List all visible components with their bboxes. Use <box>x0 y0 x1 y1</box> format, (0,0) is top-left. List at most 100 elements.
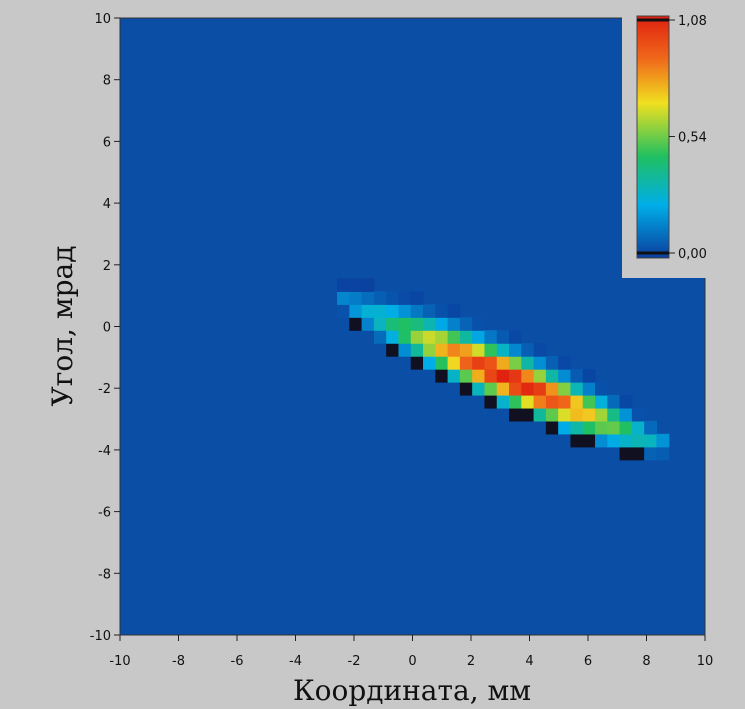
heatmap-cell <box>582 407 596 422</box>
heatmap-cell <box>423 356 436 370</box>
colorbar-tick-label: 1,08 <box>678 14 707 29</box>
heatmap-cell <box>558 382 572 396</box>
y-tick-label: 8 <box>103 74 111 89</box>
heatmap-cell <box>386 317 400 331</box>
x-tick-label: -4 <box>289 654 302 669</box>
y-tick-label: 0 <box>103 321 111 336</box>
heatmap-cell <box>459 356 473 370</box>
heatmap-cell <box>373 330 387 344</box>
x-tick-label: -6 <box>231 654 244 669</box>
heatmap-cell <box>349 278 363 292</box>
heatmap-cell <box>484 369 498 383</box>
x-tick-label: -2 <box>348 654 361 669</box>
heatmap-cell <box>496 343 510 357</box>
heatmap-cell <box>423 317 436 331</box>
heatmap-cell <box>361 317 375 331</box>
heatmap-cell <box>398 317 412 331</box>
heatmap-cell <box>521 407 535 422</box>
heatmap-cell <box>435 369 449 383</box>
heatmap-cell <box>570 420 584 435</box>
heatmap-cell <box>386 330 400 344</box>
heatmap-cell <box>595 382 608 396</box>
heatmap-cell <box>607 407 621 422</box>
x-tick-label: 0 <box>408 654 416 669</box>
heatmap-cell <box>472 330 486 344</box>
heatmap-cell <box>496 369 510 383</box>
y-tick-label: 6 <box>103 135 111 150</box>
heatmap-cell <box>373 317 387 331</box>
heatmap-cell <box>545 407 559 422</box>
heatmap-cell <box>595 420 608 435</box>
heatmap-cell <box>447 330 461 344</box>
heatmap-cell <box>361 278 375 292</box>
heatmap-cell <box>349 291 363 305</box>
heatmap-cell <box>582 394 596 409</box>
heatmap-cell <box>459 382 473 396</box>
heatmap-cell <box>496 330 510 344</box>
heatmap-cell <box>410 343 424 357</box>
heatmap-cell <box>644 433 658 448</box>
heatmap-cell <box>644 420 658 435</box>
heatmap-cell <box>447 343 461 357</box>
heatmap-cell <box>521 382 535 396</box>
heatmap-cell <box>558 394 572 409</box>
heatmap-cell <box>447 317 461 331</box>
heatmap-cell <box>631 433 645 448</box>
heatmap-cell <box>545 382 559 396</box>
heatmap-cell <box>472 317 486 331</box>
heatmap-cell <box>595 433 608 448</box>
heatmap-cell <box>337 291 350 305</box>
heatmap-cell <box>435 356 449 370</box>
y-axis-ticks: 10 8 6 4 2 0 -2 -4 -6 -8 -10 <box>90 12 120 644</box>
heatmap-cell <box>509 343 522 357</box>
y-tick-label: -2 <box>98 382 111 397</box>
heatmap-cell <box>349 317 363 331</box>
x-axis-title: Координата, мм <box>293 674 531 707</box>
x-tick-label: 8 <box>642 654 650 669</box>
heatmap-cell <box>509 394 522 409</box>
heatmap-cell <box>459 343 473 357</box>
heatmap-cell <box>459 369 473 383</box>
heatmap-cell <box>644 446 658 461</box>
heatmap-cell <box>545 369 559 383</box>
heatmap-cell <box>509 382 522 396</box>
heatmap-cell <box>533 369 547 383</box>
heatmap-cell <box>619 420 633 435</box>
heatmap-cell <box>595 407 608 422</box>
heatmap-cell <box>582 433 596 448</box>
heatmap-cell <box>570 407 584 422</box>
heatmap-cell <box>435 330 449 344</box>
heatmap-cells <box>337 278 670 461</box>
heatmap-cell <box>386 343 400 357</box>
heatmap-cell <box>558 420 572 435</box>
heatmap-cell <box>410 330 424 344</box>
heatmap-cell <box>509 369 522 383</box>
heatmap-cell <box>631 446 645 461</box>
heatmap-cell <box>484 343 498 357</box>
heatmap-cell <box>386 291 400 305</box>
heatmap-cell <box>570 433 584 448</box>
heatmap-cell <box>521 394 535 409</box>
y-tick-label: 10 <box>94 12 111 27</box>
heatmap-cell <box>337 278 350 292</box>
heatmap-cell <box>410 291 424 305</box>
heatmap-cell <box>619 446 633 461</box>
heatmap-cell <box>484 356 498 370</box>
heatmap-cell <box>595 394 608 409</box>
heatmap-cell <box>631 420 645 435</box>
heatmap-cell <box>447 304 461 318</box>
colorbar-tick-label: 0,54 <box>678 131 707 146</box>
heatmap-cell <box>337 304 350 318</box>
x-tick-label: -10 <box>109 654 130 669</box>
heatmap-cell <box>472 356 486 370</box>
heatmap-cell <box>398 304 412 318</box>
heatmap-cell <box>582 420 596 435</box>
heatmap-cell <box>545 394 559 409</box>
heatmap-cell <box>570 382 584 396</box>
heatmap-cell <box>398 291 412 305</box>
heatmap-cell <box>582 369 596 383</box>
heatmap-cell <box>496 382 510 396</box>
heatmap-cell <box>521 356 535 370</box>
